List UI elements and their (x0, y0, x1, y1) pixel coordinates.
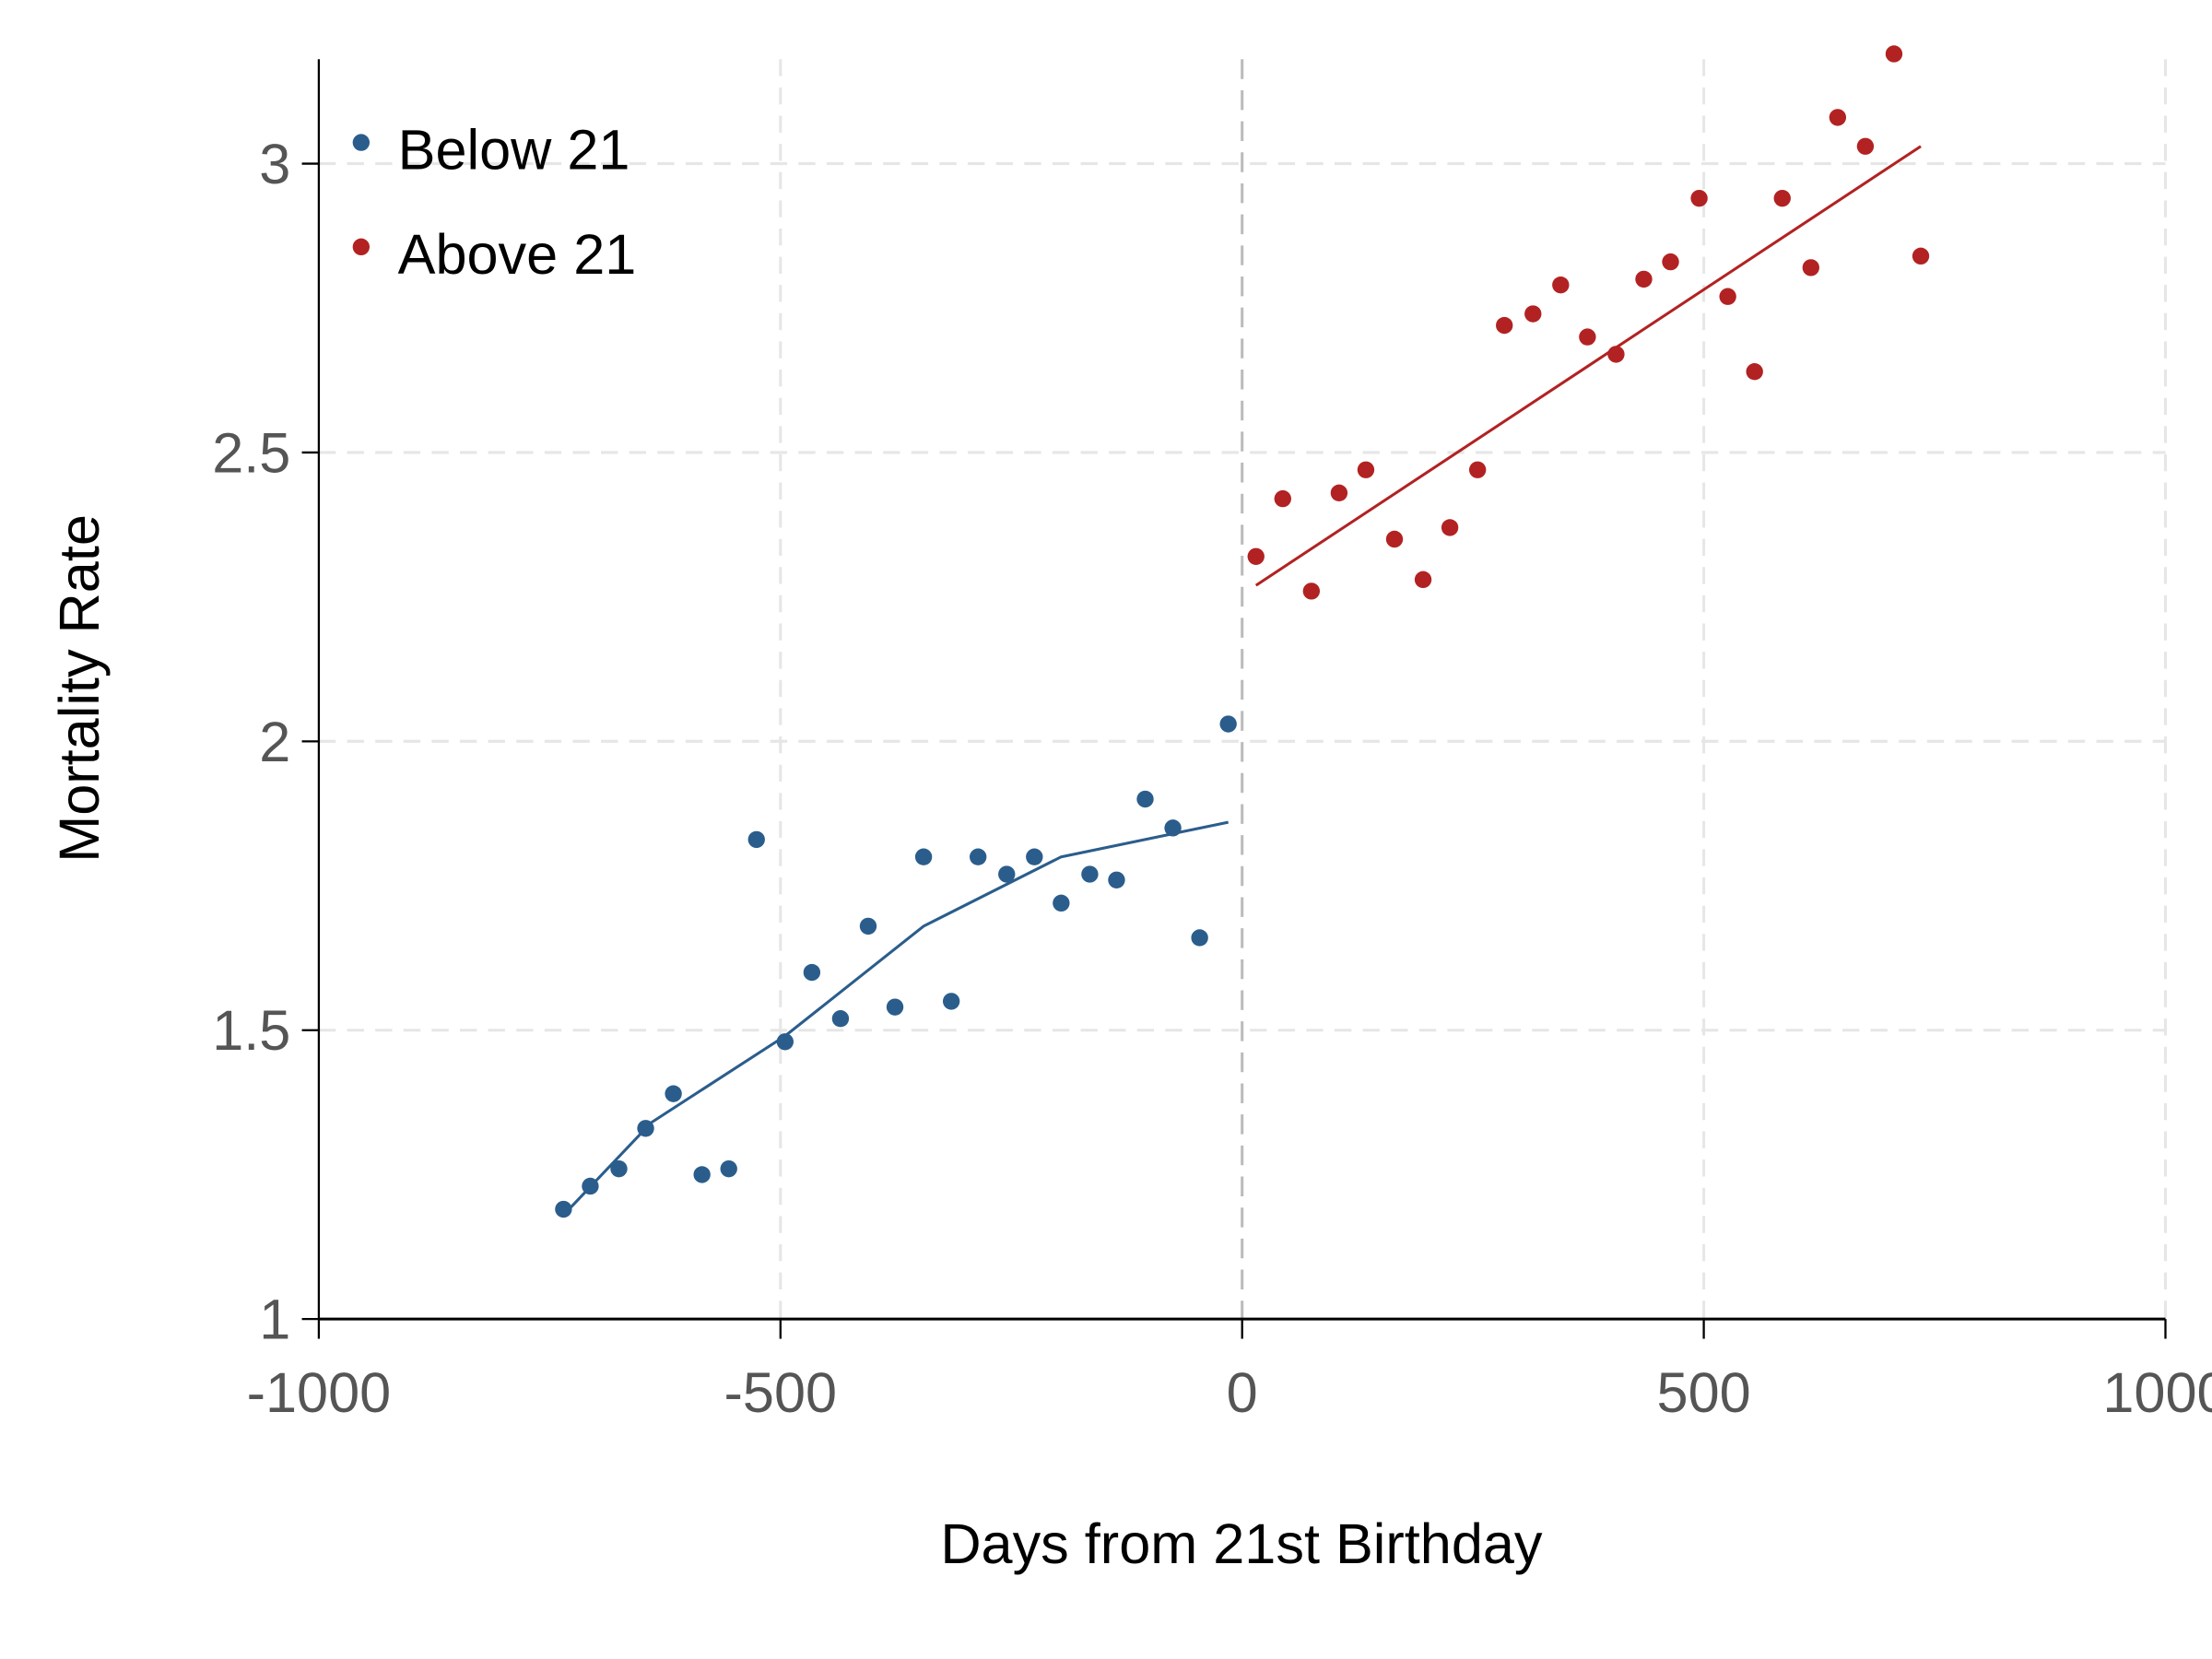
data-point-above-21 (1524, 305, 1542, 323)
data-point-below-21 (1191, 929, 1208, 947)
y-axis-label: Mortality Rate (48, 514, 111, 863)
x-axis-label: Days from 21st Birthday (940, 1512, 1543, 1575)
fit-lines (562, 145, 1922, 1217)
data-point-below-21 (1081, 865, 1099, 883)
data-point-above-21 (1607, 346, 1625, 363)
data-point-below-21 (1108, 871, 1125, 888)
grid (318, 59, 2168, 1320)
data-point-above-21 (1468, 461, 1487, 478)
data-point-above-21 (1357, 461, 1375, 478)
fit-line-above-21 (1254, 145, 1922, 587)
data-point-above-21 (1330, 484, 1348, 502)
legend-marker-below-21 (352, 134, 371, 151)
data-point-below-21 (555, 1200, 572, 1218)
data-point-below-21 (942, 993, 960, 1010)
legend-marker-above-21 (352, 238, 371, 256)
data-point-below-21 (693, 1166, 711, 1183)
y-tick-label: 2 (259, 711, 290, 773)
legend-label-below-21: Below 21 (398, 119, 630, 182)
data-point-above-21 (1746, 363, 1763, 381)
data-point-below-21 (582, 1177, 599, 1195)
data-point-below-21 (831, 1010, 850, 1028)
data-point-above-21 (1719, 288, 1736, 305)
data-point-above-21 (1496, 316, 1513, 335)
data-point-below-21 (914, 848, 933, 865)
data-point-below-21 (1136, 790, 1154, 808)
data-point-above-21 (1302, 582, 1321, 600)
data-point-above-21 (1662, 253, 1679, 271)
data-point-below-21 (859, 917, 877, 935)
data-point-below-21 (720, 1159, 737, 1178)
x-tick-label: 1000 (2102, 1361, 2212, 1424)
data-point-above-21 (1441, 519, 1459, 536)
data-point-below-21 (1053, 894, 1070, 912)
data-point-below-21 (803, 963, 821, 982)
axes: 1 1.5 2 2.5 3 -1000 -500 0 500 1000 (212, 59, 2212, 1424)
data-point-below-21 (637, 1120, 654, 1137)
data-point-above-21 (1856, 137, 1875, 155)
x-tick-label: -1000 (247, 1361, 392, 1424)
data-point-above-21 (1912, 247, 1930, 265)
data-point-above-21 (1690, 189, 1708, 207)
data-point-above-21 (1247, 547, 1265, 565)
data-point-above-21 (1885, 45, 1903, 63)
data-point-above-21 (1579, 328, 1596, 346)
data-point-below-21 (610, 1159, 628, 1178)
data-point-above-21 (1414, 571, 1432, 589)
legend-label-above-21: Above 21 (398, 223, 637, 286)
data-point-below-21 (970, 848, 987, 865)
data-point-below-21 (886, 998, 904, 1016)
data-point-below-21 (1164, 819, 1182, 837)
data-point-below-21 (998, 865, 1016, 883)
x-tick-label: 500 (1657, 1361, 1751, 1424)
legend: Below 21 Above 21 (352, 119, 637, 286)
data-point-above-21 (1274, 489, 1291, 508)
data-point-above-21 (1635, 270, 1653, 288)
data-point-above-21 (1773, 189, 1791, 207)
data-point-above-21 (1385, 530, 1404, 548)
x-tick-label: 0 (1227, 1361, 1258, 1424)
data-point-below-21 (1219, 715, 1237, 733)
data-point-below-21 (665, 1085, 682, 1102)
data-points (555, 45, 1930, 1218)
data-point-below-21 (1026, 848, 1043, 865)
data-point-above-21 (1552, 276, 1570, 294)
data-point-below-21 (776, 1033, 794, 1051)
data-point-below-21 (747, 830, 765, 849)
fit-line-below-21 (562, 820, 1229, 1217)
data-point-above-21 (1802, 259, 1819, 276)
y-tick-label: 1 (259, 1288, 290, 1351)
y-tick-label: 3 (259, 133, 290, 195)
data-point-above-21 (1829, 109, 1847, 126)
x-tick-label: -500 (724, 1361, 838, 1424)
y-tick-label: 1.5 (212, 999, 290, 1062)
y-tick-label: 2.5 (212, 421, 290, 484)
